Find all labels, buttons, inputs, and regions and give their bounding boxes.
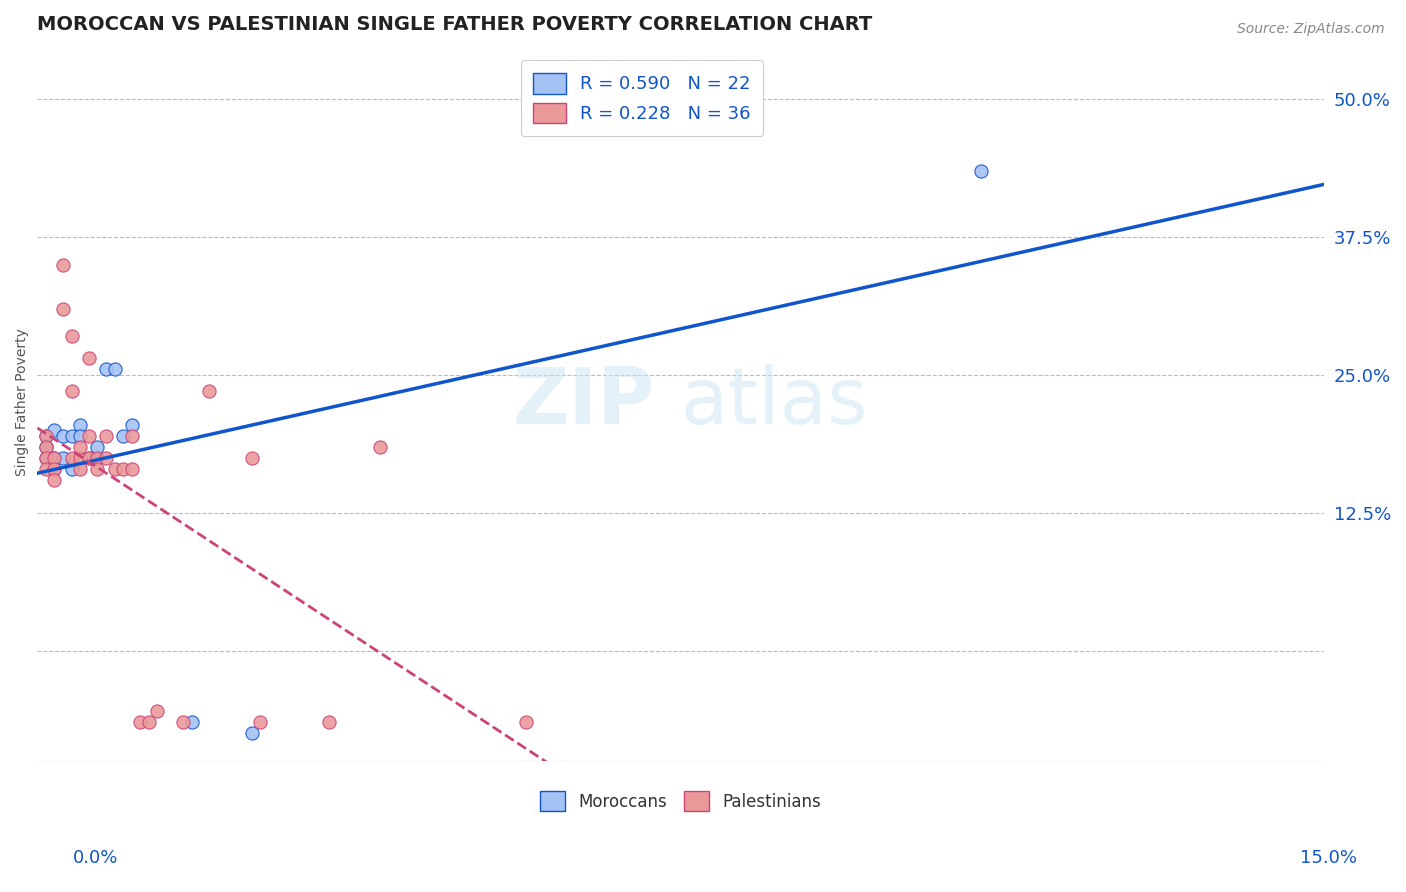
Point <box>121 428 143 442</box>
Point <box>60 428 83 442</box>
Point <box>52 258 75 272</box>
Point <box>77 428 100 442</box>
Text: MOROCCAN VS PALESTINIAN SINGLE FATHER POVERTY CORRELATION CHART: MOROCCAN VS PALESTINIAN SINGLE FATHER PO… <box>38 15 873 34</box>
Point <box>44 450 66 465</box>
Point <box>970 163 993 178</box>
Point <box>44 450 66 465</box>
Point <box>60 461 83 475</box>
Point <box>94 450 117 465</box>
Point <box>112 428 135 442</box>
Point <box>77 450 100 465</box>
Point <box>69 450 91 465</box>
Text: ZIP: ZIP <box>513 365 655 441</box>
Point <box>60 384 83 399</box>
Point <box>86 440 108 454</box>
Point <box>35 450 58 465</box>
Point <box>35 450 58 465</box>
Text: Source: ZipAtlas.com: Source: ZipAtlas.com <box>1237 22 1385 37</box>
Point <box>240 726 263 740</box>
Point <box>121 461 143 475</box>
Point <box>129 715 152 730</box>
Point <box>52 301 75 316</box>
Point <box>112 461 135 475</box>
Point <box>515 715 537 730</box>
Point <box>249 715 271 730</box>
Legend: Moroccans, Palestinians: Moroccans, Palestinians <box>533 785 828 817</box>
Point <box>35 440 58 454</box>
Point <box>370 440 392 454</box>
Point <box>318 715 340 730</box>
Point <box>86 450 108 465</box>
Point <box>103 461 125 475</box>
Point <box>172 715 194 730</box>
Point <box>77 351 100 366</box>
Point <box>44 473 66 487</box>
Point <box>69 417 91 432</box>
Text: 0.0%: 0.0% <box>73 849 118 867</box>
Point <box>138 715 160 730</box>
Point <box>52 428 75 442</box>
Point <box>94 428 117 442</box>
Point <box>86 450 108 465</box>
Point <box>198 384 221 399</box>
Point <box>69 428 91 442</box>
Point <box>52 450 75 465</box>
Point <box>86 461 108 475</box>
Point <box>77 450 100 465</box>
Point <box>44 461 66 475</box>
Y-axis label: Single Father Poverty: Single Father Poverty <box>15 328 30 476</box>
Point <box>60 329 83 343</box>
Point <box>69 461 91 475</box>
Point <box>94 362 117 376</box>
Point <box>146 705 169 719</box>
Point <box>180 715 202 730</box>
Point <box>44 461 66 475</box>
Point <box>240 450 263 465</box>
Point <box>35 440 58 454</box>
Text: atlas: atlas <box>681 365 868 441</box>
Point <box>60 450 83 465</box>
Point <box>69 440 91 454</box>
Point <box>35 461 58 475</box>
Point <box>103 362 125 376</box>
Point <box>44 423 66 437</box>
Point <box>121 417 143 432</box>
Text: 15.0%: 15.0% <box>1301 849 1357 867</box>
Point <box>35 428 58 442</box>
Point <box>35 428 58 442</box>
